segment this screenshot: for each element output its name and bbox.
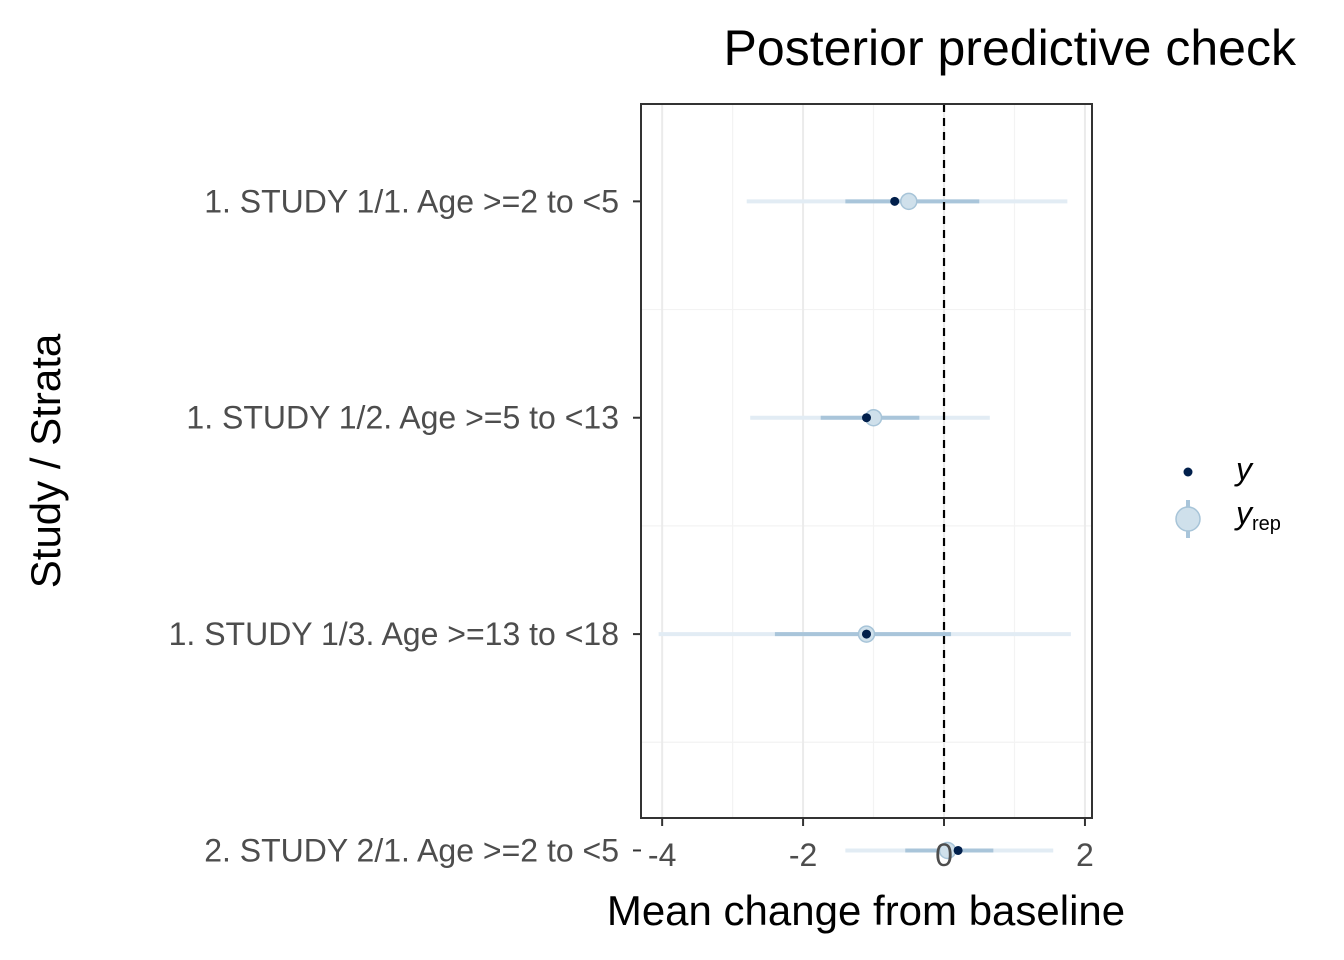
legend: y yrep [1175, 451, 1281, 538]
x-axis: -4 -2 0 2 [648, 818, 1094, 873]
y-tick-label: 1. STUDY 1/2. Age >=5 to <13 [186, 400, 619, 436]
yrep-median-point [900, 192, 918, 211]
chart-title: Posterior predictive check [724, 20, 1297, 76]
y-tick-label: 2. STUDY 2/1. Age >=2 to <5 [204, 832, 619, 868]
y-axis: 1. STUDY 1/1. Age >=2 to <5 1. STUDY 1/2.… [169, 183, 641, 868]
y-observed-point [862, 413, 871, 423]
points [857, 192, 963, 860]
y-observed-point [862, 629, 871, 639]
x-axis-label: Mean change from baseline [607, 887, 1125, 934]
legend-y-point [1183, 467, 1193, 477]
y-observed-point [953, 845, 963, 855]
legend-y-label: y [1234, 451, 1254, 487]
y-observed-point [890, 196, 900, 206]
legend-yrep-subscript: rep [1252, 513, 1281, 535]
grid [641, 104, 1092, 818]
legend-yrep-point [1175, 506, 1201, 532]
x-tick-label: 2 [1076, 837, 1094, 873]
x-tick-label: -2 [789, 837, 817, 873]
y-axis-label: Study / Strata [22, 333, 69, 588]
legend-yrep-label: yrep [1234, 495, 1281, 535]
y-tick-label: 1. STUDY 1/3. Age >=13 to <18 [169, 616, 619, 652]
legend-yrep-main: y [1234, 495, 1254, 531]
panel-border [640, 103, 1093, 819]
y-tick-label: 1. STUDY 1/1. Age >=2 to <5 [204, 183, 619, 219]
x-tick-label: -4 [648, 837, 676, 873]
x-tick-label: 0 [935, 837, 953, 873]
